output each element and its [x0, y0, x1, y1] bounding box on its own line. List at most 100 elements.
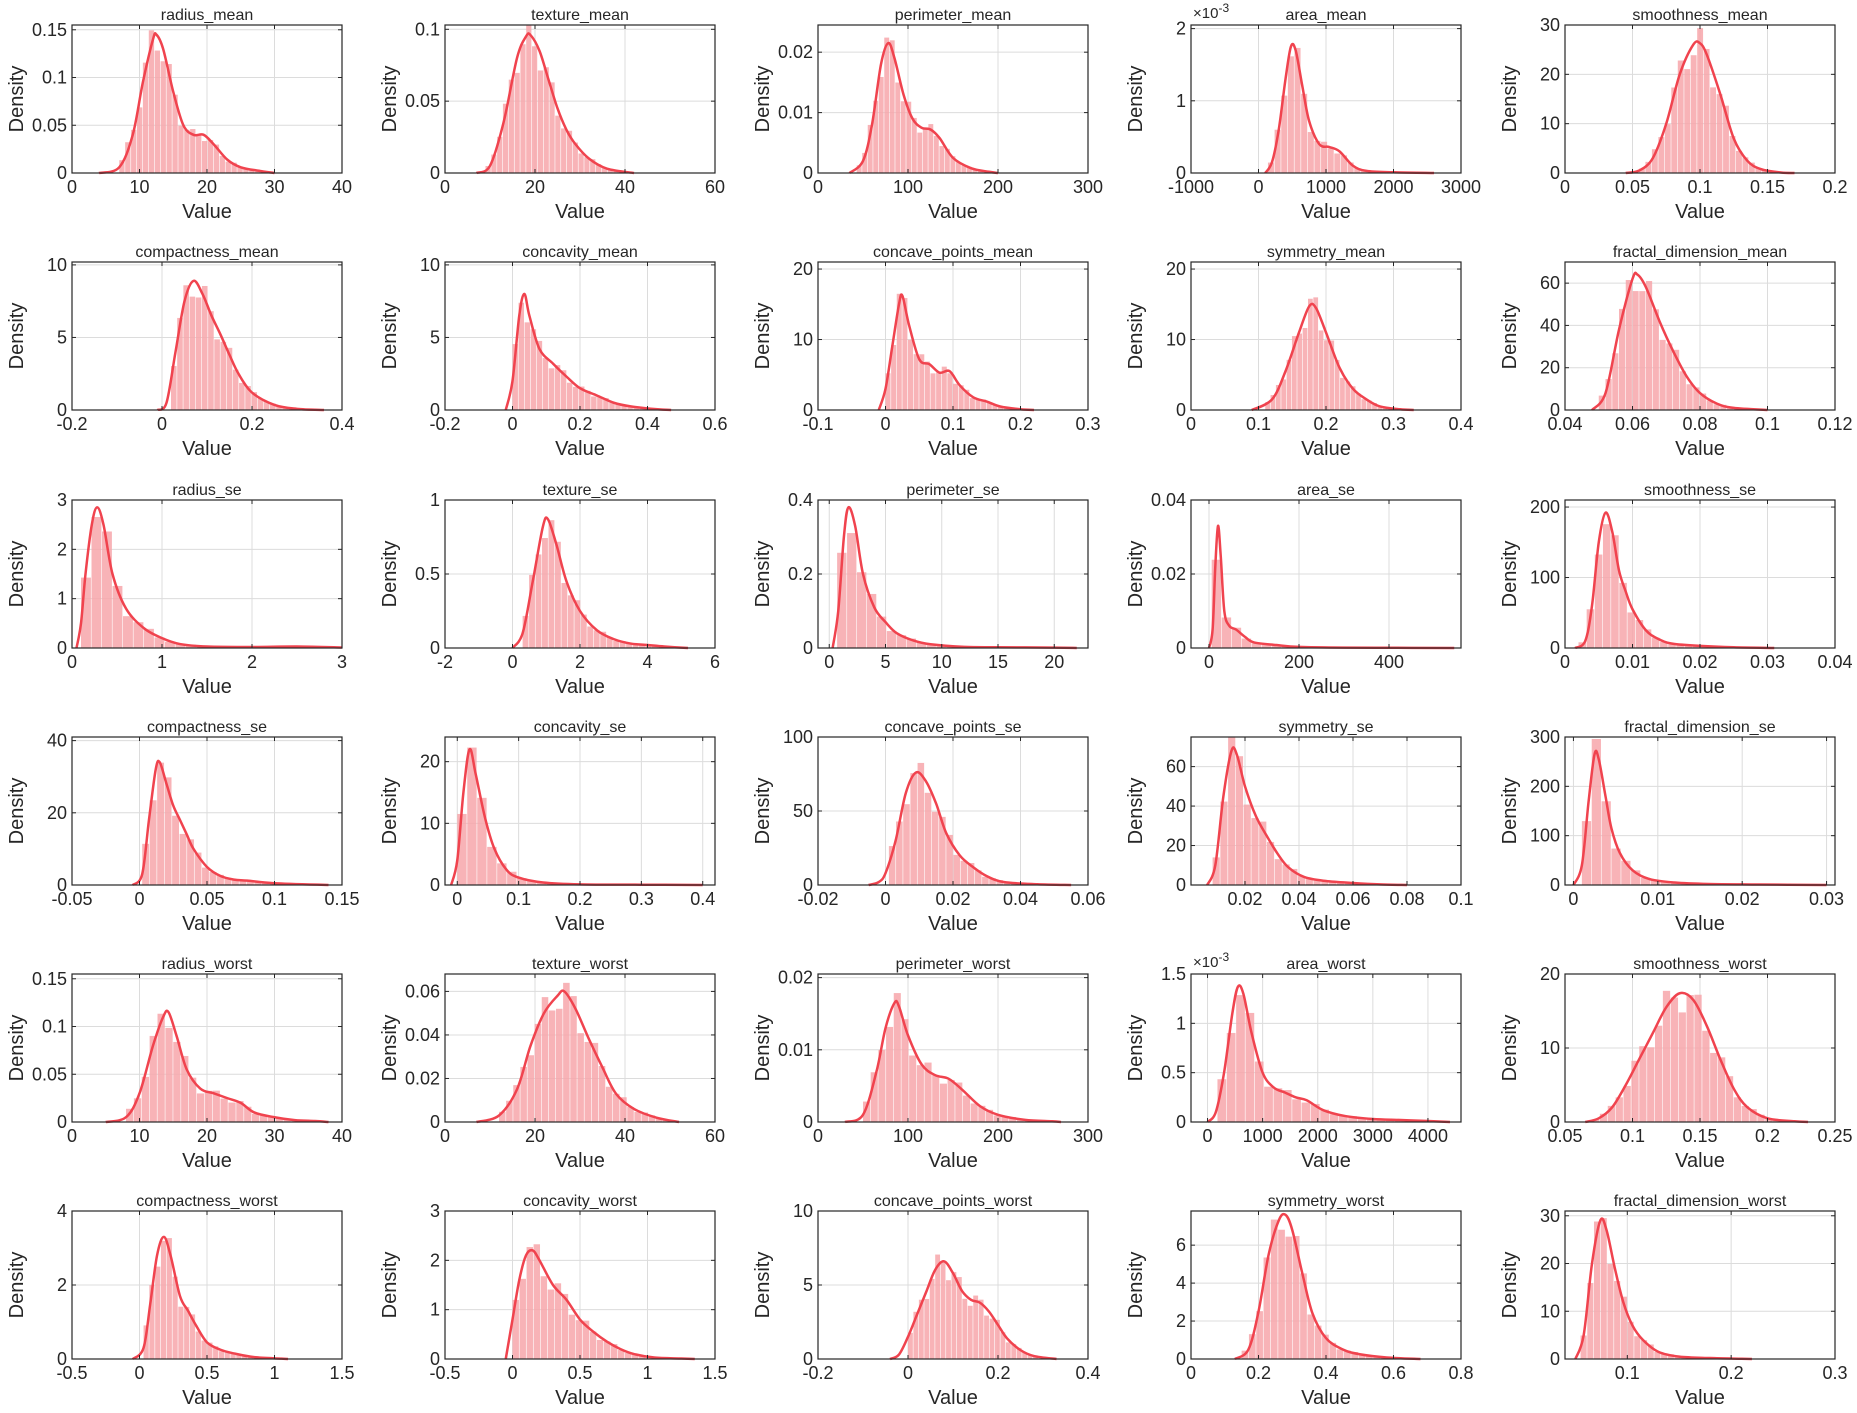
histogram-bar: [232, 369, 239, 410]
y-axis-label: Density: [1125, 1015, 1147, 1082]
panel-title: fractal_dimension_se: [1624, 719, 1775, 736]
x-tick-label: -0.5: [429, 1363, 460, 1383]
histogram-bar: [252, 1113, 260, 1122]
y-tick-label: 0.1: [415, 19, 440, 39]
histogram-bar: [1282, 864, 1290, 885]
histogram-bar: [267, 1115, 276, 1122]
histogram-bar: [1690, 55, 1697, 173]
histogram-bar: [862, 152, 868, 173]
x-axis-label: Value: [928, 1150, 978, 1172]
x-tick-label: 1.5: [329, 1363, 354, 1383]
histogram-bar: [1300, 1273, 1307, 1359]
histogram-bar: [1742, 157, 1749, 173]
histogram-bar: [512, 344, 518, 410]
histogram-bar: [593, 630, 600, 648]
y-axis-label: Density: [6, 66, 28, 133]
histogram-bar: [1660, 641, 1668, 648]
histogram-bar: [1320, 1109, 1329, 1122]
histogram-bar: [601, 168, 607, 173]
x-tick-label: 3000: [1441, 177, 1481, 197]
y-axis-label: Density: [1499, 1015, 1521, 1082]
histogram-bar: [589, 1331, 597, 1359]
histogram-bar: [518, 302, 524, 410]
histogram-bar: [204, 1090, 213, 1122]
x-tick-label: 0.3: [629, 889, 654, 909]
panel-fractal_dimension_mean: 0.04 0.06 0.08 0.1 0.12 0 20 40 60 fractal_dimens…: [1499, 244, 1853, 460]
histogram-bar: [603, 1341, 611, 1359]
histogram-bar: [563, 982, 570, 1122]
histogram-bar: [605, 1086, 613, 1122]
x-tick-label: 0.3: [1381, 414, 1406, 434]
histogram-bar: [184, 1306, 190, 1359]
histogram-bar: [946, 1280, 951, 1359]
histogram-bar: [1334, 359, 1340, 410]
axes-frame: [71, 499, 343, 649]
histogram-bar: [944, 148, 950, 173]
y-axis-label: Density: [1499, 778, 1521, 845]
histogram-bar: [164, 777, 172, 885]
y-tick-label: 0: [1550, 400, 1560, 420]
histogram-bar: [1022, 1352, 1028, 1359]
y-tick-label: 10: [420, 255, 440, 275]
y-tick-label: 0: [1176, 1112, 1186, 1132]
histogram-bar: [196, 1093, 205, 1122]
y-tick-label: 0: [430, 638, 440, 658]
x-axis-label: Value: [1675, 913, 1725, 935]
y-tick-label: 20: [1540, 1254, 1560, 1274]
x-axis-label: Value: [555, 913, 605, 935]
histogram-bar: [242, 1355, 248, 1359]
x-tick-label: 1: [642, 1363, 652, 1383]
histogram-bar: [1292, 1099, 1301, 1122]
histogram-bar: [1336, 1349, 1344, 1359]
histogram-bar: [1313, 879, 1321, 885]
axes-frame: [444, 24, 716, 174]
x-tick-label: 0.1: [262, 889, 287, 909]
histogram-bar: [149, 1285, 155, 1359]
histogram-bar: [1271, 644, 1282, 648]
x-axis-label: Value: [1301, 201, 1351, 223]
histogram-bar: [1602, 524, 1611, 648]
histogram-bar: [1702, 1030, 1710, 1122]
axes-frame: [444, 973, 716, 1123]
histogram-bar: [1318, 330, 1324, 410]
x-tick-label: 0: [67, 1126, 77, 1146]
histogram-bar: [246, 880, 254, 885]
histogram-bar: [172, 94, 178, 173]
histogram-bar: [172, 1276, 178, 1359]
y-tick-label: 0: [803, 163, 813, 183]
y-tick-label: 0: [803, 638, 813, 658]
histogram-bar: [239, 382, 245, 410]
y-tick-label: 6: [1176, 1235, 1186, 1255]
histogram-bar: [1220, 801, 1228, 885]
y-axis-label: Density: [6, 1015, 28, 1082]
histogram-bar: [1270, 395, 1276, 410]
x-tick-label: 0.1: [506, 889, 531, 909]
panel-radius_mean: 0 10 20 30 40 0 0.05 0.1 0.15 radius_mean Value Den…: [6, 7, 352, 223]
y-axis-label: Density: [6, 1252, 28, 1319]
y-tick-label: 0: [1550, 163, 1560, 183]
histogram-bar: [911, 117, 917, 173]
histogram-bar: [1667, 1354, 1674, 1359]
histogram-bar: [548, 1010, 556, 1122]
histogram-bar: [1301, 1102, 1311, 1122]
x-axis-label: Value: [555, 676, 605, 698]
histogram-bar: [590, 159, 596, 173]
histogram-bar: [1228, 737, 1236, 885]
y-axis-label: Density: [6, 303, 28, 370]
histogram-bar: [1217, 1079, 1227, 1122]
histogram-bar: [1286, 359, 1292, 410]
histogram-bar: [513, 1085, 520, 1122]
histogram-bar: [973, 1295, 979, 1359]
histogram-bar: [924, 1298, 930, 1359]
y-exponent-power: -3: [1218, 1, 1229, 15]
x-tick-label: 0.08: [1682, 414, 1717, 434]
histogram-bar: [1358, 1354, 1366, 1359]
density-curve: [1584, 991, 1809, 1124]
histogram-bar: [1733, 1097, 1742, 1122]
panel-title: area_se: [1297, 482, 1355, 499]
panel-title: smoothness_mean: [1632, 7, 1767, 24]
histogram-bar: [986, 1109, 994, 1122]
histogram-bar: [1245, 1012, 1255, 1122]
histogram-bar: [1270, 1219, 1278, 1359]
